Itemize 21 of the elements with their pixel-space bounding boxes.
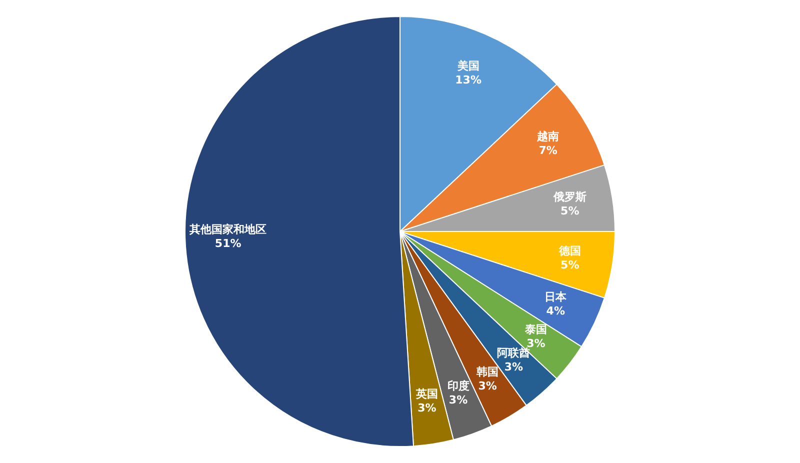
slice-label: 印度	[447, 379, 470, 392]
slice-label: 美国	[456, 60, 480, 73]
slice-label: 泰国	[524, 322, 547, 336]
slice-label: 其他国家和地区	[188, 222, 267, 236]
data-label: 13%	[455, 74, 482, 87]
slice-label: 俄罗斯	[552, 190, 586, 204]
data-label: 5%	[560, 258, 580, 272]
data-label: 7%	[538, 144, 558, 157]
slice-label: 韩国	[476, 366, 499, 379]
slice-label: 越南	[536, 130, 560, 143]
data-label: 4%	[546, 304, 565, 318]
slice-label: 英国	[414, 387, 438, 400]
slice-label: 日本	[544, 290, 568, 304]
data-label: 5%	[560, 204, 580, 218]
data-label: 3%	[448, 393, 468, 406]
data-label: 51%	[214, 236, 242, 250]
data-label: 3%	[478, 380, 497, 393]
data-label: 3%	[418, 401, 436, 414]
data-label: 3%	[504, 360, 524, 374]
slice-label: 阿联酋	[497, 346, 530, 360]
slice-label: 德国	[558, 244, 581, 258]
